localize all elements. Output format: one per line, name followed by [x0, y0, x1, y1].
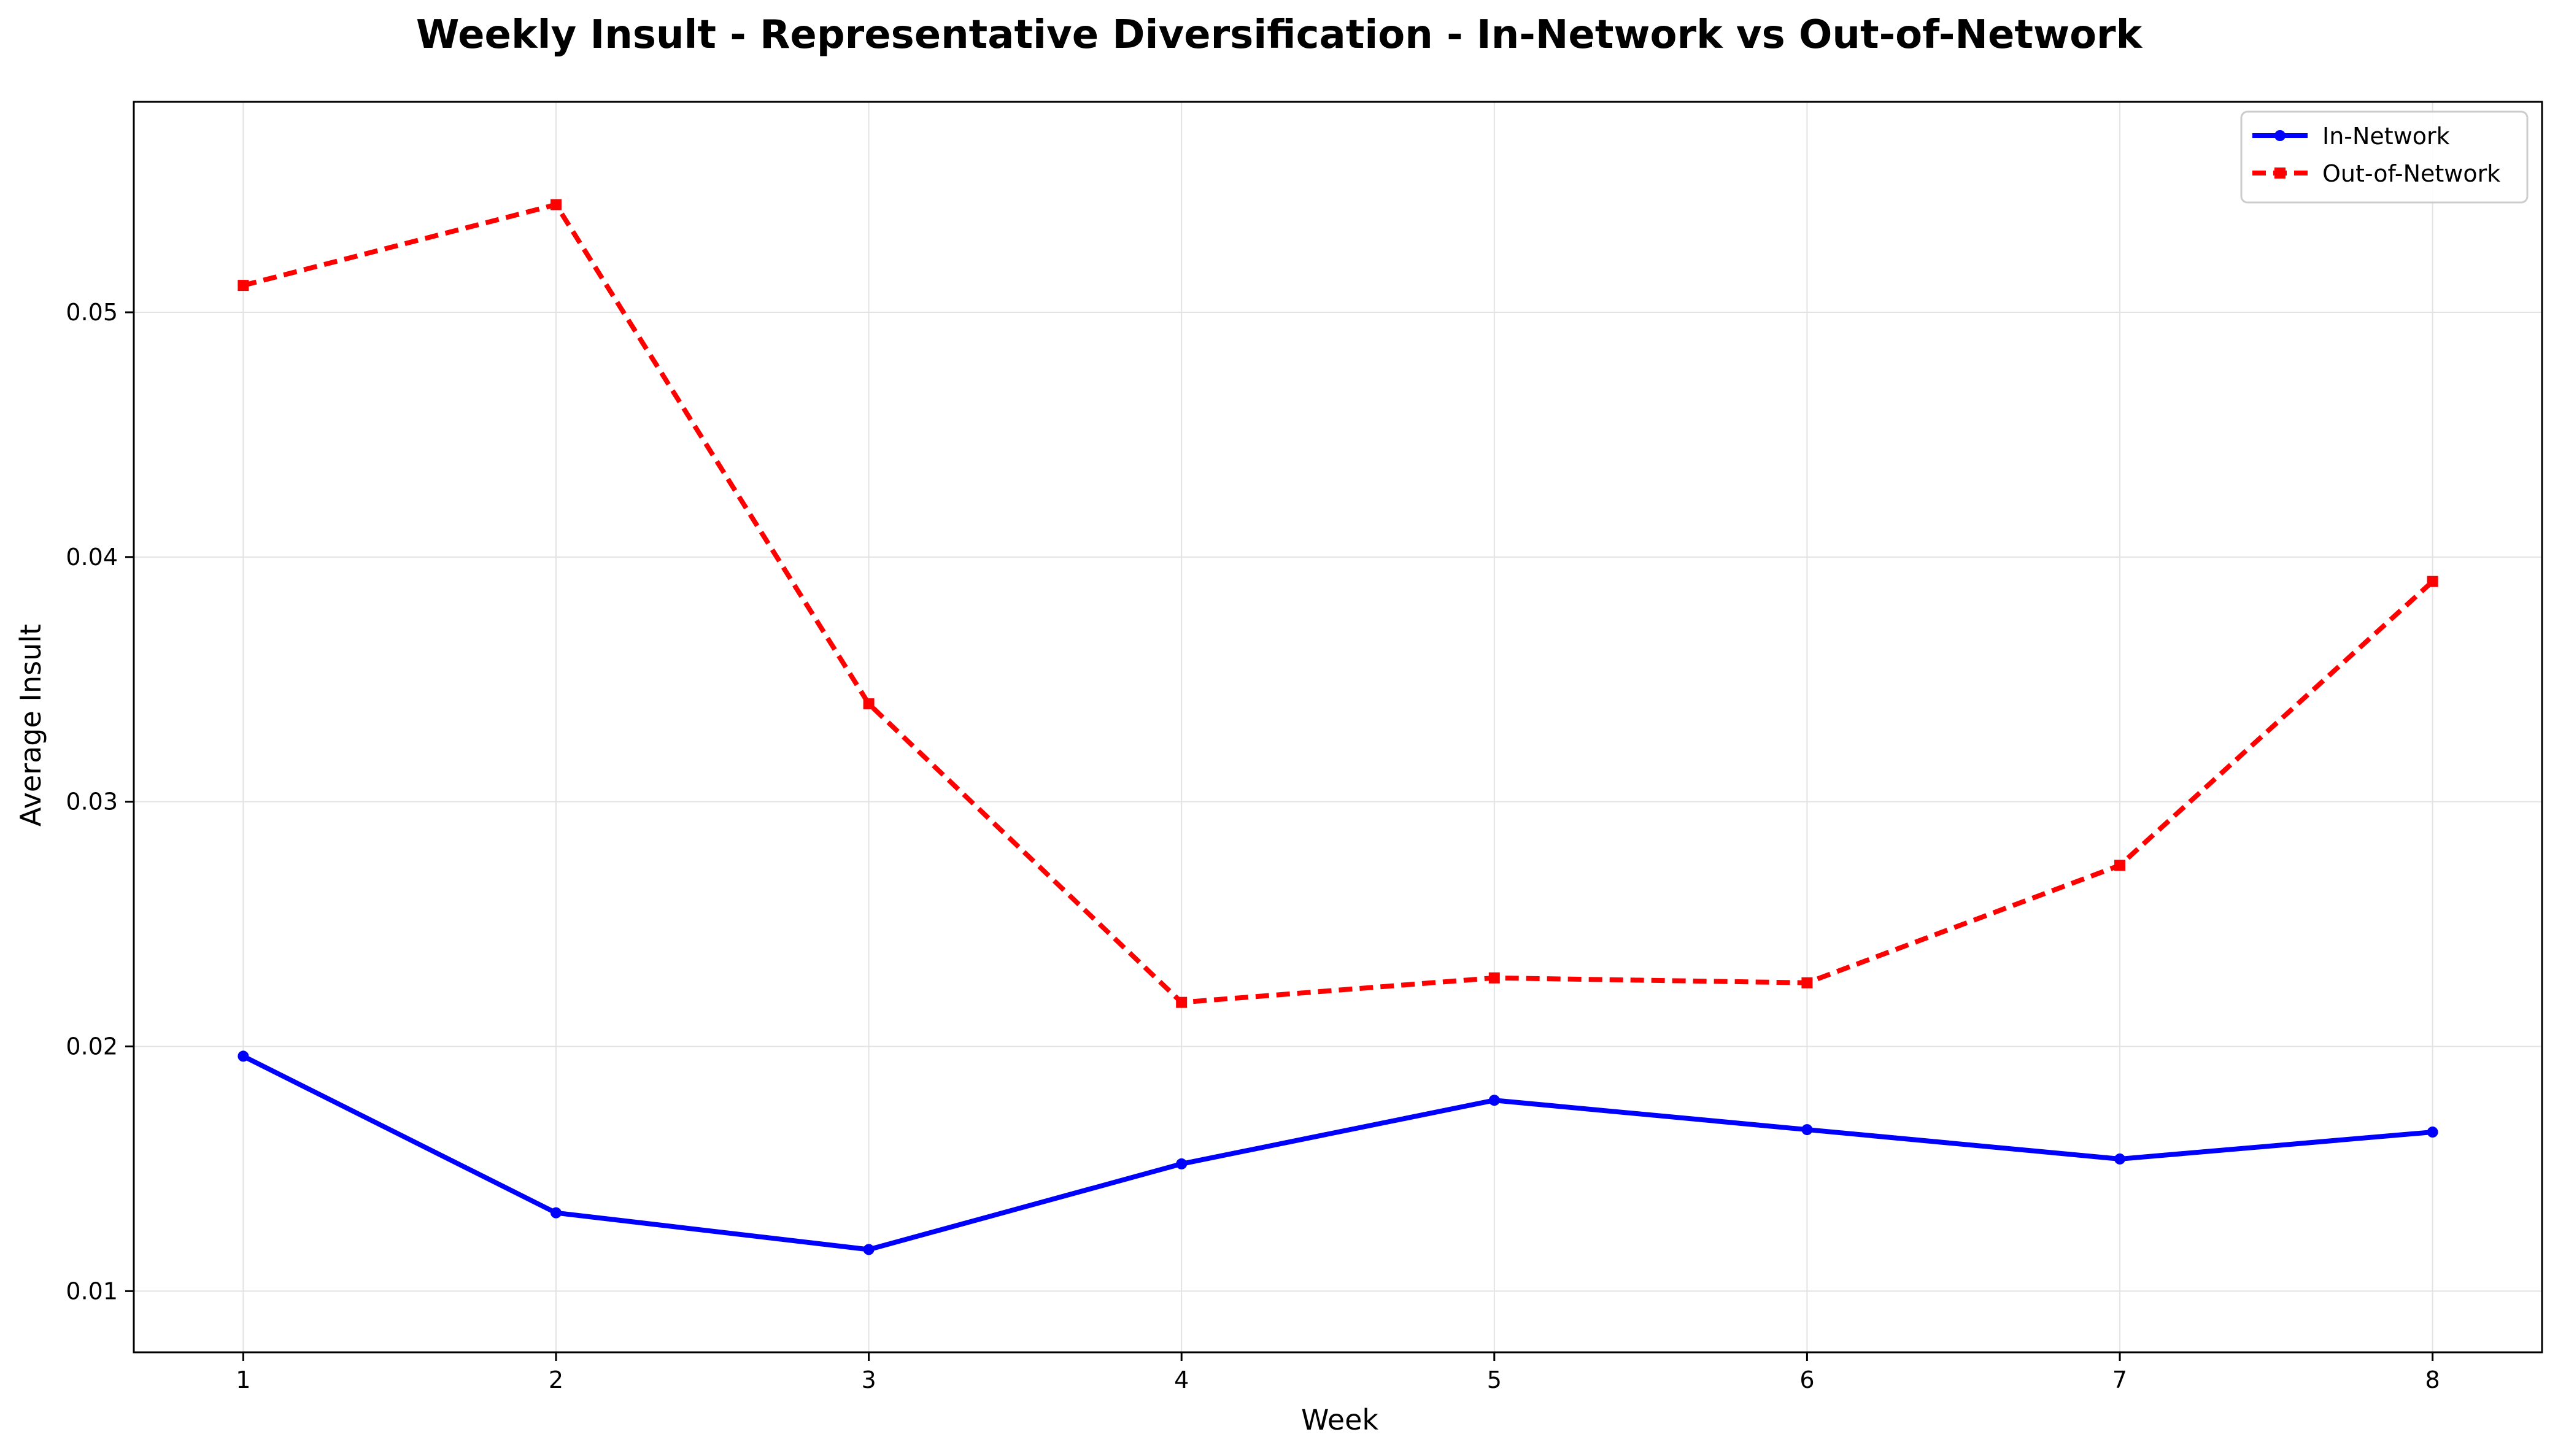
legend-label-in-network: In-Network [2322, 123, 2450, 150]
data-point [1801, 977, 1813, 988]
data-point [863, 698, 875, 710]
y-tick-label: 0.01 [66, 1277, 118, 1304]
data-point [1176, 996, 1188, 1008]
x-tick-label: 7 [2112, 1366, 2127, 1393]
x-tick-label: 5 [1487, 1366, 1502, 1393]
series-in-network [238, 1050, 2438, 1255]
x-tick-label: 1 [236, 1366, 250, 1393]
x-tick-label: 4 [1174, 1366, 1189, 1393]
legend-item-out-of-network: Out-of-Network [2252, 160, 2500, 187]
plot-frame [133, 101, 2543, 1354]
data-point [2427, 1127, 2438, 1138]
data-point [2114, 1153, 2126, 1165]
data-point [1488, 1095, 1500, 1106]
x-tick-label: 6 [1799, 1366, 1814, 1393]
data-point [1801, 1124, 1813, 1136]
legend-item-in-network: In-Network [2252, 123, 2450, 150]
series-line-in-network [242, 1053, 2433, 1252]
legend-label-out-of-network: Out-of-Network [2322, 160, 2500, 187]
legend-box [2240, 110, 2529, 204]
y-axis-label: Average Insult [14, 624, 47, 826]
data-point [2427, 576, 2438, 587]
grid [134, 102, 2542, 1352]
legend-marker-out-of-network [2274, 168, 2286, 179]
data-point [1488, 972, 1500, 984]
chart-title: Weekly Insult - Representative Diversifi… [416, 12, 2143, 58]
data-point [550, 199, 562, 210]
y-tick-label: 0.05 [66, 299, 118, 326]
legend: In-Network Out-of-Network [2240, 110, 2529, 204]
series-out-of-network [238, 199, 2438, 1008]
x-tick-label: 2 [549, 1366, 563, 1393]
data-point [238, 1050, 249, 1062]
data-point [238, 280, 249, 291]
y-tick-label: 0.03 [66, 788, 118, 815]
series-layer [238, 199, 2438, 1255]
data-point [863, 1244, 875, 1255]
data-point [2114, 860, 2126, 871]
axis-ticks: 1 2 3 4 5 6 7 8 0.01 0.02 0.03 0.04 0.05 [66, 299, 2440, 1393]
x-tick-label: 8 [2425, 1366, 2440, 1393]
data-point [550, 1207, 562, 1219]
x-tick-label: 3 [861, 1366, 876, 1393]
y-tick-label: 0.04 [66, 544, 118, 571]
series-line-out-of-network [242, 202, 2435, 1005]
y-tick-label: 0.02 [66, 1033, 118, 1060]
x-axis-label: Week [1301, 1403, 1378, 1436]
legend-marker-in-network [2274, 130, 2286, 141]
data-point [1176, 1158, 1188, 1169]
